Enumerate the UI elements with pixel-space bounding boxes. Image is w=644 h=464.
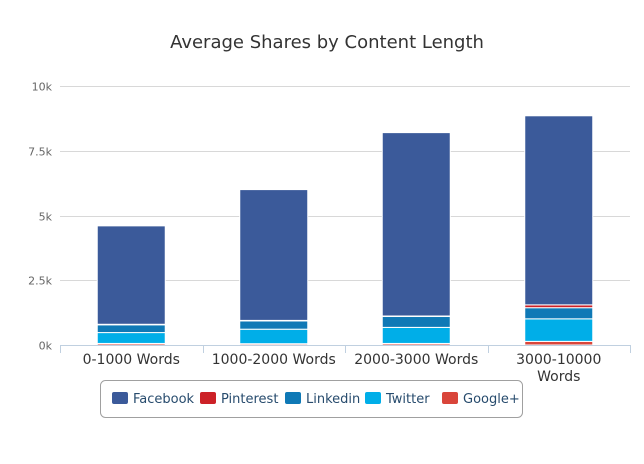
- x-tick-label: 0-1000 Words: [83, 352, 180, 368]
- y-tick-label: 5k: [39, 211, 53, 224]
- y-tick-label: 10k: [32, 81, 53, 94]
- legend-swatch: [285, 392, 301, 404]
- bar-segment-linkedin[interactable]: [381, 316, 451, 328]
- legend-label: Linkedin: [306, 392, 360, 407]
- legend: Facebook Pinterest Linkedin Twitter Google+: [100, 380, 523, 418]
- bar-segment-linkedin[interactable]: [239, 320, 309, 330]
- legend-swatch: [112, 392, 128, 404]
- legend-swatch: [365, 392, 381, 404]
- x-tick-label: 1000-2000 Words: [212, 352, 336, 368]
- chart-title: Average Shares by Content Length: [170, 32, 484, 53]
- bar-segment-facebook[interactable]: [96, 225, 166, 325]
- bar-segment-facebook[interactable]: [524, 115, 594, 306]
- legend-swatch: [200, 392, 216, 404]
- axes: 0k 2.5k 5k 7.5k 10k 0-1000 Words 1000-2000 Wor…: [28, 81, 631, 385]
- bar-segment-twitter[interactable]: [239, 328, 309, 345]
- legend-swatch: [442, 392, 458, 404]
- bar-segment-twitter[interactable]: [381, 326, 451, 344]
- bar-segment-linkedin[interactable]: [96, 324, 166, 334]
- legend-item-facebook[interactable]: Facebook: [112, 392, 195, 407]
- legend-label: Twitter: [385, 392, 430, 407]
- bar-segment-twitter[interactable]: [524, 318, 594, 342]
- legend-box: [100, 380, 523, 418]
- x-tick-label: 2000-3000 Words: [354, 352, 478, 368]
- bar-segment-twitter[interactable]: [96, 332, 166, 344]
- y-tick-label: 7.5k: [28, 146, 52, 159]
- bars: [96, 115, 594, 346]
- legend-label: Pinterest: [221, 392, 278, 407]
- legend-label: Google+: [463, 392, 520, 407]
- y-tick-label: 0k: [39, 340, 53, 353]
- legend-item-google[interactable]: Google+: [442, 392, 520, 407]
- bar-segment-google[interactable]: [524, 340, 594, 346]
- bar-segment-facebook[interactable]: [381, 132, 451, 317]
- x-tick-label: 3000-10000 Words: [516, 352, 601, 385]
- legend-item-linkedin[interactable]: Linkedin: [285, 392, 360, 407]
- legend-item-pinterest[interactable]: Pinterest: [200, 392, 278, 407]
- y-tick-label: 2.5k: [28, 275, 52, 288]
- legend-item-twitter[interactable]: Twitter: [365, 392, 430, 407]
- bar-segment-facebook[interactable]: [239, 189, 309, 321]
- legend-label: Facebook: [133, 392, 195, 407]
- bar-segment-linkedin[interactable]: [524, 307, 594, 320]
